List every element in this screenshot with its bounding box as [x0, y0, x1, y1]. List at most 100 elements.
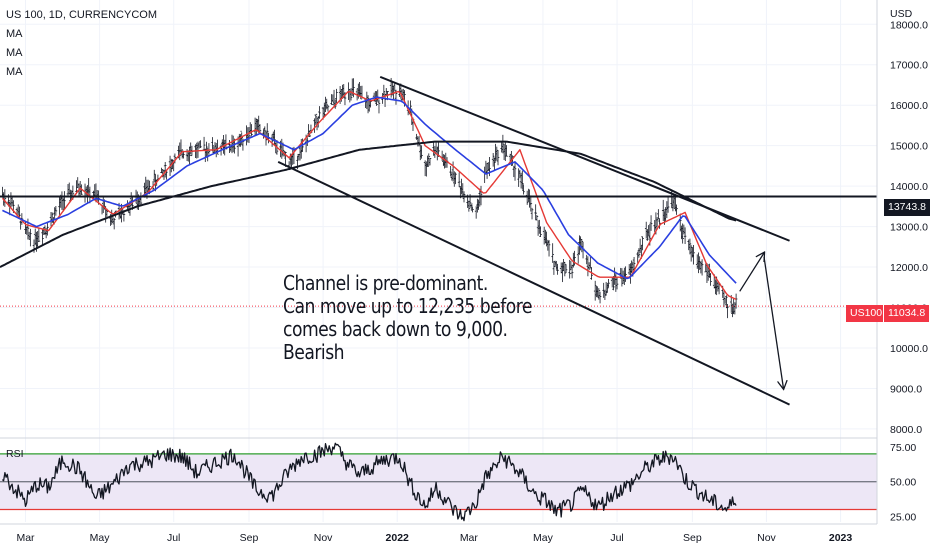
ma-line-blue	[2, 96, 737, 284]
ohlc-bar	[349, 88, 353, 101]
ohlc-bar	[173, 153, 177, 164]
ohlc-bar	[641, 236, 644, 251]
gridlines	[0, 0, 877, 522]
ohlc-bar	[513, 161, 517, 181]
ohlc-bar	[224, 134, 228, 150]
ohlc-bar	[496, 150, 500, 166]
ohlc-bar	[493, 157, 496, 171]
ohlc-bar	[330, 94, 333, 105]
ohlc-bar	[522, 184, 525, 195]
ohlc-bar	[258, 124, 262, 132]
price-tick-label: 14000.0	[890, 181, 928, 193]
symbol-tag: US100	[846, 305, 883, 322]
ohlc-bar	[382, 84, 386, 97]
time-tick-label: 2023	[829, 532, 853, 544]
ohlc-bar	[551, 243, 554, 263]
ohlc-bar	[615, 277, 619, 290]
ohlc-bar	[335, 88, 338, 103]
ohlc-bar	[505, 145, 508, 157]
indicator-ma-1[interactable]: MA	[6, 28, 23, 40]
rsi-tick-label: 50.00	[890, 477, 916, 489]
ohlc-bar	[675, 204, 678, 215]
ohlc-bar	[661, 199, 665, 222]
ohlc-bar	[646, 229, 649, 241]
ohlc-bar	[529, 195, 533, 212]
time-tick-label: Mar	[460, 532, 479, 544]
ohlc-bar	[428, 158, 432, 166]
ohlc-bar	[681, 223, 684, 244]
ohlc-bar	[632, 257, 636, 271]
ohlc-bar	[41, 228, 44, 246]
ohlc-bar	[426, 155, 429, 167]
annotation-line: Channel is pre-dominant.	[283, 271, 488, 295]
annotation-line: comes back down to 9,000.	[283, 317, 508, 341]
ohlc-bar	[29, 228, 32, 247]
price-tick-label: 16000.0	[890, 100, 928, 112]
price-tick-label: 10000.0	[890, 343, 928, 355]
annotation-line: Bearish	[283, 340, 345, 364]
rsi-pane: RSI 75.00 50.00 25.00	[0, 442, 916, 523]
ohlc-bar	[139, 192, 143, 206]
ohlc-bar	[655, 217, 659, 228]
rsi-title: RSI	[6, 448, 24, 460]
time-tick-label: 2022	[386, 532, 410, 544]
rsi-line	[1, 442, 737, 522]
text-annotation[interactable]: Channel is pre-dominant. Can move up to …	[283, 271, 533, 364]
price-tick-label: 9000.0	[890, 383, 922, 395]
ohlc-bar	[211, 137, 214, 152]
trend-drawings	[0, 75, 877, 406]
chart-legend: US 100, 1D, CURRENCYCOM MA MA MA	[6, 6, 157, 82]
ohlc-bar	[649, 215, 653, 231]
ohlc-bar	[692, 245, 695, 265]
moving-averages	[0, 90, 737, 301]
indicator-ma-2[interactable]: MA	[6, 47, 23, 59]
ohlc-bar	[152, 169, 156, 183]
ohlc-bar	[568, 259, 571, 279]
price-tick-label: 8000.0	[890, 424, 922, 436]
ohlc-bar	[112, 217, 116, 230]
ohlc-bar	[377, 99, 381, 114]
ohlc-bar	[457, 172, 461, 188]
price-tick-label: 18000.0	[890, 19, 928, 31]
channel-lower-line	[277, 160, 790, 406]
ohlc-bar	[3, 189, 7, 207]
ohlc-bar	[700, 259, 704, 276]
rsi-tick-label: 25.00	[890, 511, 916, 523]
ohlc-bar	[165, 170, 168, 180]
ohlc-bar	[485, 162, 489, 179]
ohlc-bar	[666, 196, 670, 213]
ohlc-bar	[530, 207, 534, 220]
currency-label: USD	[890, 8, 913, 20]
ohlc-bar	[709, 273, 712, 286]
ohlc-bar	[326, 104, 330, 112]
price-tick-label: 13000.0	[890, 222, 928, 234]
ohlc-bar	[318, 106, 321, 119]
ohlc-bar	[491, 152, 495, 167]
last-price-tag: 11034.8	[884, 305, 930, 322]
annotation-line: Can move up to 12,235 before	[283, 294, 533, 318]
ohlc-bar	[54, 205, 58, 216]
indicator-ma-3[interactable]: MA	[6, 66, 23, 78]
ohlc-bar	[556, 263, 559, 275]
symbol-title[interactable]: US 100, 1D, CURRENCYCOM	[6, 9, 157, 21]
ohlc-bar	[593, 280, 597, 301]
ohlc-bar	[454, 172, 457, 185]
time-tick-label: Jul	[610, 532, 623, 544]
ohlc-bar	[624, 266, 627, 282]
ohlc-bar	[607, 278, 610, 289]
ohlc-bar	[240, 130, 244, 145]
time-tick-label: Nov	[757, 532, 776, 544]
ohlc-bar	[597, 288, 601, 300]
ohlc-bar	[547, 240, 551, 257]
ohlc-bar	[521, 170, 524, 190]
rsi-tick-label: 75.00	[890, 442, 916, 454]
ohlc-bar	[534, 204, 537, 221]
arrow-up	[739, 253, 764, 292]
ohlc-bar	[471, 205, 474, 213]
price-tick-label: 12000.0	[890, 262, 928, 274]
ohlc-bar	[570, 264, 574, 279]
ma-line-black	[0, 140, 737, 268]
price-tick-label: 15000.0	[890, 141, 928, 153]
ohlc-bar	[427, 153, 431, 167]
ohlc-bar	[250, 124, 253, 137]
